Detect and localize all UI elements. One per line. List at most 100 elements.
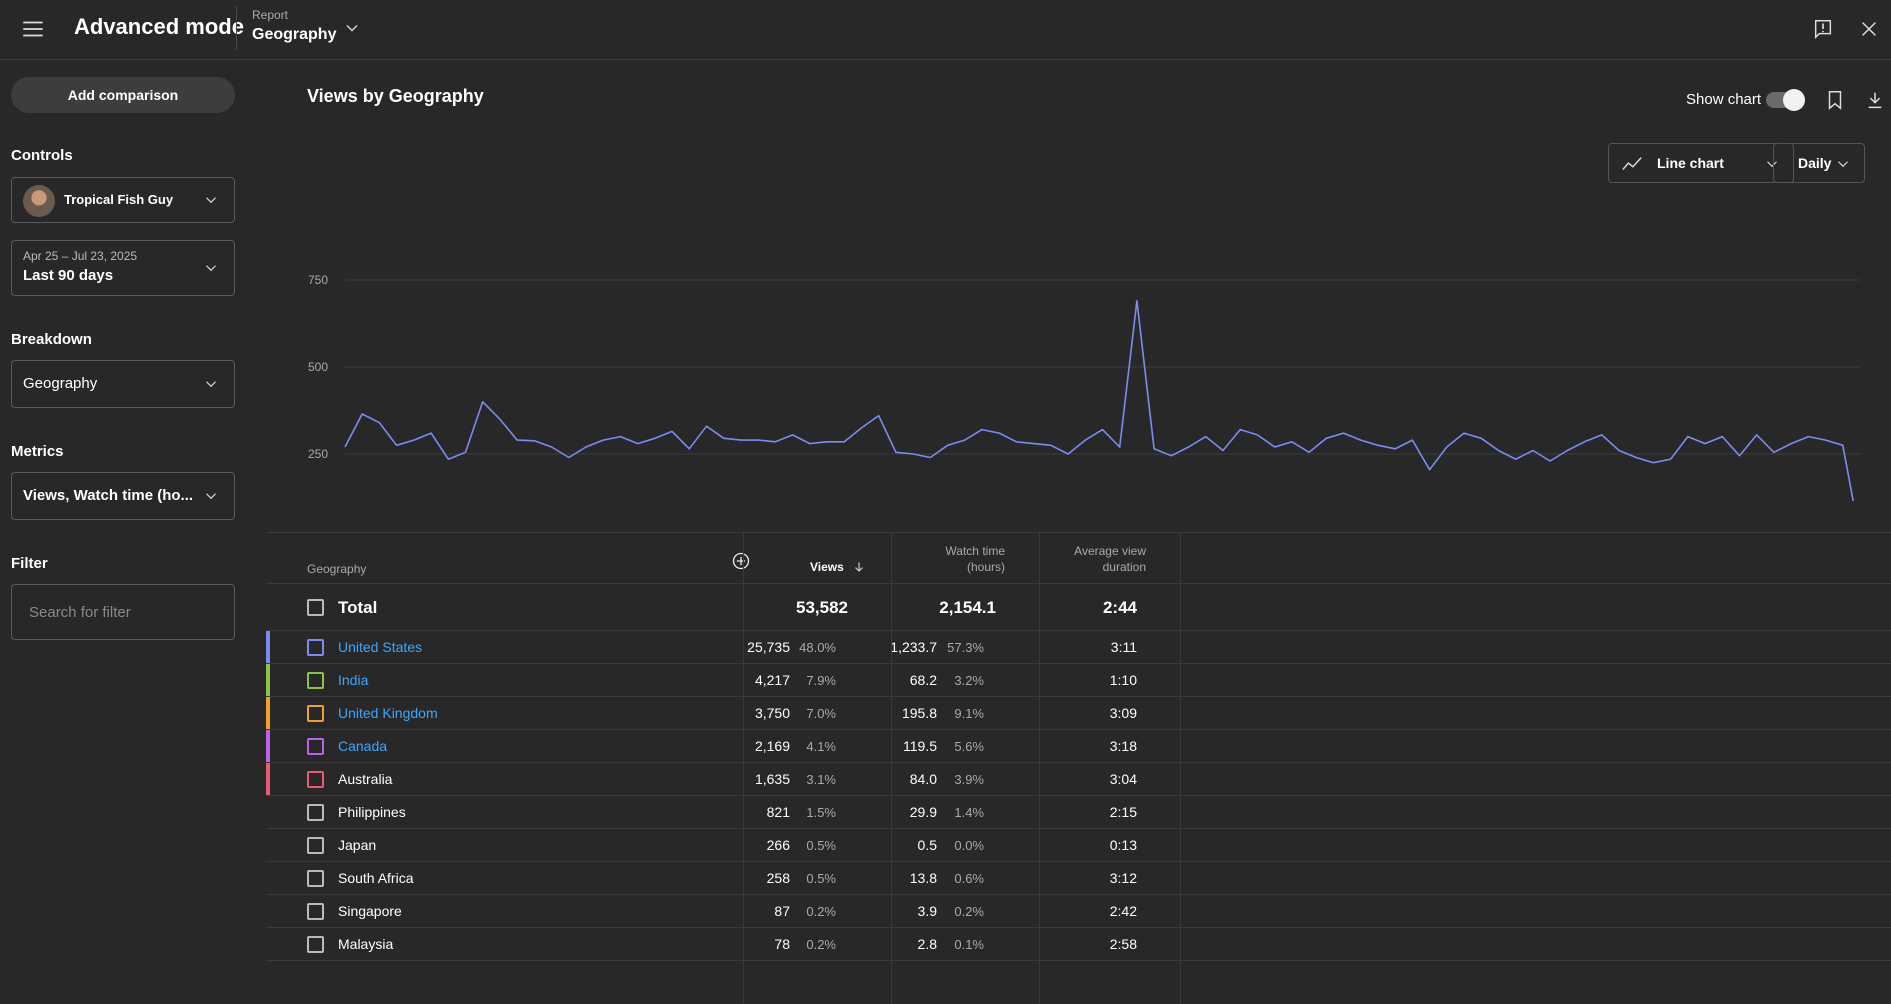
table-row: Singapore 87 0.2% 3.9 0.2% 2:42 [266, 895, 1891, 928]
views-percent: 4.1% [806, 739, 836, 754]
views-value: 25,735 [747, 639, 790, 655]
metrics-selector[interactable]: Views, Watch time (ho... [11, 472, 235, 520]
total-average-view-duration: 2:44 [1102, 598, 1137, 617]
table-row: Philippines 821 1.5% 29.9 1.4% 2:15 [266, 796, 1891, 829]
table-row: Japan 266 0.5% 0.5 0.0% 0:13 [266, 829, 1891, 862]
sort-down-arrow-icon[interactable] [852, 560, 866, 574]
add-comparison-button[interactable]: Add comparison [11, 77, 235, 113]
total-row: Total 53,582 2,154.1 2:44 [266, 585, 1891, 631]
views-value: 821 [766, 804, 790, 820]
column-divider [1039, 532, 1040, 1004]
average-view-duration-value: 3:11 [1110, 639, 1137, 655]
add-column-icon[interactable] [731, 551, 751, 571]
report-selector[interactable]: Geography [252, 26, 337, 43]
watch-time-percent: 0.1% [954, 937, 984, 952]
country-name[interactable]: United Kingdom [338, 705, 438, 721]
watch-time-percent: 3.2% [954, 673, 984, 688]
average-view-duration-value: 0:13 [1109, 837, 1137, 853]
watch-time-percent: 3.9% [954, 772, 984, 787]
series-color-bar [266, 664, 270, 696]
views-percent: 0.2% [806, 937, 836, 952]
country-name: Japan [338, 837, 377, 853]
breakdown-label: Breakdown [11, 331, 92, 348]
views-line-chart: 7505002500Apr 25, 2025May 10, 2025May 25… [308, 273, 1860, 501]
row-checkbox[interactable] [307, 738, 324, 755]
views-value: 4,217 [754, 672, 790, 688]
row-checkbox[interactable] [307, 705, 324, 722]
chevron-down-icon [206, 493, 216, 500]
row-checkbox[interactable] [307, 903, 324, 920]
header-watch-time-line1: Watch time [945, 544, 1005, 558]
date-preset: Last 90 days [23, 267, 114, 284]
interval-label: Daily [1798, 155, 1832, 171]
title-divider [236, 6, 237, 50]
hamburger-menu-icon[interactable] [20, 16, 46, 42]
avatar [23, 185, 55, 217]
views-value: 1,635 [754, 771, 790, 787]
watch-time-value: 29.9 [909, 804, 937, 820]
country-name: Australia [338, 771, 393, 787]
header-watch-time[interactable]: Watch time (hours) [886, 543, 1005, 575]
total-checkbox[interactable] [307, 599, 324, 616]
watch-time-value: 3.9 [917, 903, 937, 919]
report-label: Report [252, 8, 289, 22]
total-watch-time: 2,154.1 [939, 598, 996, 617]
chart-type-label: Line chart [1657, 155, 1724, 171]
average-view-duration-value: 3:04 [1109, 771, 1137, 787]
average-view-duration-value: 3:18 [1109, 738, 1137, 754]
app-title: Advanced mode [74, 14, 244, 39]
views-percent: 1.5% [806, 805, 836, 820]
chevron-down-icon [206, 197, 216, 204]
filter-label: Filter [11, 555, 48, 572]
country-name[interactable]: Canada [338, 738, 388, 754]
country-name[interactable]: India [338, 672, 369, 688]
toggle-knob [1783, 89, 1805, 111]
row-checkbox[interactable] [307, 804, 324, 821]
row-checkbox[interactable] [307, 771, 324, 788]
watch-time-percent: 0.6% [954, 871, 984, 886]
channel-selector[interactable]: Tropical Fish Guy [11, 177, 235, 223]
watch-time-value: 0.5 [917, 837, 937, 853]
views-value: 3,750 [754, 705, 790, 721]
watch-time-value: 2.8 [917, 936, 937, 952]
watch-time-value: 1,233.7 [890, 639, 937, 655]
download-icon[interactable] [1864, 89, 1886, 111]
watch-time-percent: 1.4% [954, 805, 984, 820]
table-row: Canada 2,169 4.1% 119.5 5.6% 3:18 [266, 730, 1891, 763]
series-color-bar [266, 730, 270, 762]
chevron-down-icon [206, 381, 216, 388]
row-checkbox[interactable] [307, 672, 324, 689]
header-views[interactable]: Views [810, 560, 844, 574]
watch-time-percent: 0.2% [954, 904, 984, 919]
series-color-bar [266, 763, 270, 795]
chevron-down-icon[interactable] [342, 18, 362, 38]
chart-title: Views by Geography [307, 86, 484, 106]
bookmark-icon[interactable] [1824, 89, 1846, 111]
watch-time-value: 195.8 [901, 705, 937, 721]
row-checkbox[interactable] [307, 870, 324, 887]
y-tick-label: 500 [308, 360, 328, 374]
metrics-value: Views, Watch time (ho... [23, 487, 193, 504]
chart-type-selector[interactable]: Line chart [1608, 143, 1794, 183]
row-checkbox[interactable] [307, 639, 324, 656]
total-views: 53,582 [796, 598, 848, 617]
average-view-duration-value: 2:42 [1109, 903, 1137, 919]
line-chart-icon [1622, 157, 1642, 170]
row-checkbox[interactable] [307, 936, 324, 953]
feedback-icon[interactable] [1812, 18, 1834, 40]
top-bar: Advanced mode Report Geography [0, 0, 1891, 60]
row-checkbox[interactable] [307, 837, 324, 854]
header-geography[interactable]: Geography [307, 562, 367, 576]
breakdown-selector[interactable]: Geography [11, 360, 235, 408]
header-average-view-duration[interactable]: Average view duration [1026, 543, 1146, 575]
close-icon[interactable] [1858, 18, 1880, 40]
interval-selector[interactable]: Daily [1773, 143, 1865, 183]
show-chart-label: Show chart [1686, 91, 1762, 108]
country-name[interactable]: United States [338, 639, 423, 655]
series-color-bar [266, 697, 270, 729]
total-label: Total [338, 598, 378, 617]
views-percent: 7.0% [806, 706, 836, 721]
date-range-selector[interactable]: Apr 25 – Jul 23, 2025 Last 90 days [11, 240, 235, 296]
filter-input[interactable] [11, 584, 235, 640]
show-chart-toggle[interactable] [1766, 89, 1805, 111]
